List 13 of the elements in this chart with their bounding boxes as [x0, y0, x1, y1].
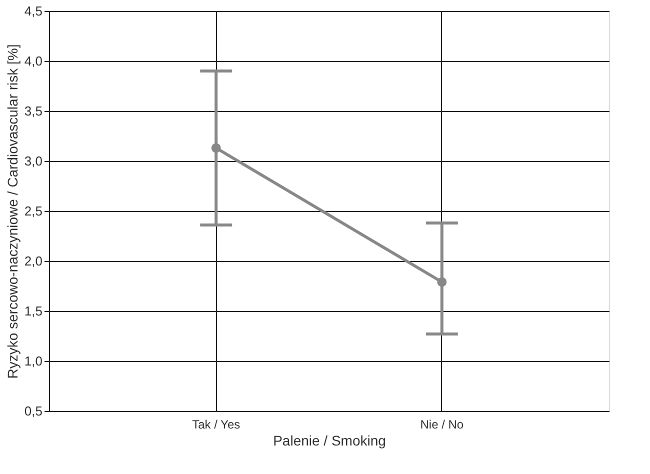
y-tick-label: 0,5: [24, 404, 42, 418]
y-tick-label: 2,0: [24, 254, 42, 268]
y-tick-label: 3,0: [24, 154, 42, 168]
y-tick-label: 4,5: [24, 4, 42, 18]
y-tick-label: 1,5: [24, 304, 42, 318]
y-tick-label: 2,5: [24, 204, 42, 218]
y-axis-title: Ryzyko sercowo-naczyniowe / Cardiovascular risk [%]: [4, 44, 20, 379]
x-tick-label: Nie / No: [420, 418, 464, 432]
x-tick-label: Tak / Yes: [192, 418, 240, 432]
y-tick-label: 3,5: [24, 104, 42, 118]
x-axis-title: Palenie / Smoking: [273, 432, 386, 448]
y-tick-label: 1,0: [24, 354, 42, 368]
y-tick-label: 4,0: [24, 54, 42, 68]
